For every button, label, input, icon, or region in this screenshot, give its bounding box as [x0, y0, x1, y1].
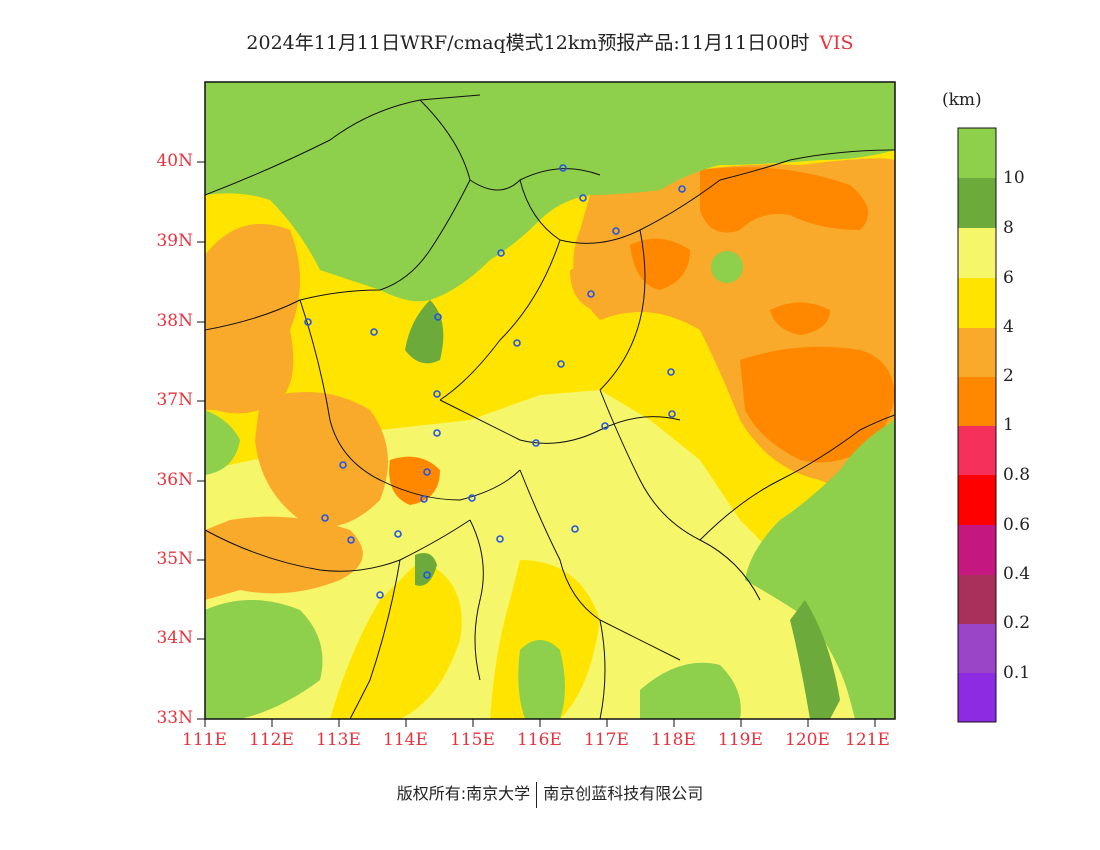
- map-field: [205, 82, 895, 719]
- field-orange-center: [570, 263, 626, 312]
- lon-label: 115E: [450, 730, 495, 750]
- legend-label: 0.2: [1003, 613, 1031, 633]
- legend-label: 0.6: [1003, 515, 1031, 535]
- title-text: 2024年11月11日WRF/cmaq模式12km预报产品:11月11日00时: [246, 32, 810, 54]
- lon-label: 116E: [517, 730, 562, 750]
- field-green-s: [640, 662, 741, 719]
- field-deeporange-e: [740, 346, 895, 463]
- axis-ticks: [197, 161, 876, 727]
- legend-label: 0.8: [1003, 465, 1031, 485]
- map-title: 2024年11月11日WRF/cmaq模式12km预报产品:11月11日00时 V…: [0, 28, 1100, 55]
- field-green-s2: [518, 640, 565, 719]
- lat-label: 40N: [156, 151, 193, 171]
- field-green-spot: [711, 251, 743, 283]
- lat-label: 35N: [156, 549, 193, 569]
- field-yellow-south: [330, 560, 462, 719]
- lat-label: 37N: [156, 390, 193, 410]
- lat-label: 38N: [156, 311, 193, 331]
- legend-label: 0.4: [1003, 564, 1031, 584]
- legend-label: 6: [1003, 268, 1014, 288]
- field-orange-sw: [255, 392, 388, 527]
- lon-label: 111E: [182, 730, 227, 750]
- field-darkgreen-2: [415, 552, 437, 586]
- field-darkgreen-coast: [790, 600, 840, 719]
- field-yellow-south2: [490, 560, 600, 719]
- legend-label: 10: [1003, 168, 1025, 188]
- lat-label: 33N: [156, 708, 193, 728]
- field-green-west: [205, 410, 240, 475]
- legend-label: 1: [1003, 415, 1014, 435]
- field-green-sea: [745, 420, 895, 719]
- field-darkgreen-1: [405, 300, 444, 364]
- copyright-text: 版权所有:南京大学: [396, 784, 531, 803]
- field-green-north: [205, 82, 895, 302]
- field-deeporange-n: [700, 167, 868, 233]
- field-green-sw: [205, 600, 323, 719]
- legend-label: 4: [1003, 317, 1014, 337]
- company-text: 南京创蓝科技有限公司: [543, 784, 704, 803]
- city-markers: [304, 164, 686, 599]
- boundary-lines: [205, 94, 895, 719]
- lon-label: 112E: [249, 730, 294, 750]
- lon-label: 117E: [584, 730, 629, 750]
- field-deeporange-c2: [770, 302, 830, 335]
- lat-label: 39N: [156, 231, 193, 251]
- lon-label: 120E: [785, 730, 830, 750]
- legend-unit: (km): [942, 90, 982, 110]
- lon-label: 114E: [383, 730, 428, 750]
- lat-label: 34N: [156, 628, 193, 648]
- footer: 版权所有:南京大学 南京创蓝科技有限公司: [0, 780, 1100, 808]
- footer-divider: [536, 781, 538, 808]
- legend-label: 0.1: [1003, 663, 1031, 683]
- legend-label: 2: [1003, 366, 1014, 386]
- legend-label: 8: [1003, 218, 1014, 238]
- lat-label: 36N: [156, 470, 193, 490]
- lon-label: 121E: [845, 730, 890, 750]
- color-legend: [957, 127, 997, 723]
- lon-label: 118E: [651, 730, 696, 750]
- lon-label: 119E: [718, 730, 763, 750]
- variable-name: VIS: [819, 32, 854, 54]
- field-orange-sw2: [205, 516, 363, 600]
- lon-label: 113E: [316, 730, 361, 750]
